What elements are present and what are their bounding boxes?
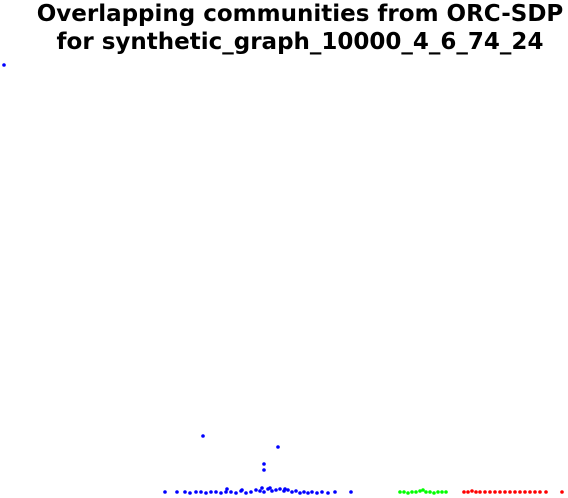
scatter-point-series-2-2 <box>402 490 406 494</box>
scatter-point-series-1-3 <box>276 445 280 449</box>
scatter-point-series-1-11 <box>199 490 203 494</box>
scatter-point-series-1-24 <box>262 490 266 494</box>
scatter-point-series-2-3 <box>406 491 410 495</box>
scatter-point-series-2-6 <box>418 489 422 493</box>
scatter-point-series-1-37 <box>315 491 319 495</box>
scatter-point-series-1-36 <box>310 490 314 494</box>
scatter-point-series-1-30 <box>286 488 290 492</box>
scatter-point-series-3-9 <box>498 490 502 494</box>
scatter-point-series-3-8 <box>493 490 497 494</box>
scatter-point-series-1-45 <box>268 486 272 490</box>
scatter-point-series-2-8 <box>424 490 428 494</box>
scatter-point-series-3-12 <box>513 490 517 494</box>
scatter-point-series-1-12 <box>204 491 208 495</box>
scatter-point-series-1-5 <box>262 468 266 472</box>
scatter-point-series-1-26 <box>270 489 274 493</box>
scatter-point-series-1-33 <box>298 491 302 495</box>
scatter-point-series-3-19 <box>560 490 564 494</box>
scatter-point-series-3-16 <box>533 490 537 494</box>
scatter-point-series-2-7 <box>421 488 425 492</box>
scatter-point-series-1-17 <box>229 490 233 494</box>
scatter-point-series-1-38 <box>320 490 324 494</box>
scatter-point-series-1-43 <box>240 488 244 492</box>
scatter-point-series-3-13 <box>518 490 522 494</box>
scatter-point-series-1-46 <box>283 487 287 491</box>
scatter-point-series-1-35 <box>306 491 310 495</box>
scatter-point-series-3-17 <box>538 490 542 494</box>
scatter-point-series-2-5 <box>414 490 418 494</box>
scatter-point-series-1-31 <box>290 490 294 494</box>
scatter-point-series-1-42 <box>225 487 229 491</box>
scatter-point-series-3-2 <box>466 490 470 494</box>
scatter-point-series-1-40 <box>333 490 337 494</box>
scatter-point-series-2-12 <box>440 490 444 494</box>
scatter-point-series-3-5 <box>478 490 482 494</box>
scatter-point-series-3-14 <box>523 490 527 494</box>
scatter-point-series-1-22 <box>254 488 258 492</box>
scatter-point-series-1-15 <box>219 491 223 495</box>
chart-title-line-1: Overlapping communities from ORC-SDP <box>36 1 564 27</box>
scatter-point-series-1-8 <box>183 490 187 494</box>
scatter-point-series-1-13 <box>209 490 213 494</box>
scatter-point-series-3-11 <box>508 490 512 494</box>
scatter-point-series-1-44 <box>260 486 264 490</box>
scatter-point-series-2-11 <box>436 490 440 494</box>
scatter-point-series-2-4 <box>410 490 414 494</box>
scatter-point-series-3-4 <box>474 490 478 494</box>
scatter-point-series-1-6 <box>163 490 167 494</box>
scatter-point-series-2-10 <box>432 491 436 495</box>
scatter-point-series-1-2 <box>201 434 205 438</box>
scatter-point-series-2-13 <box>444 490 448 494</box>
scatter-point-series-1-21 <box>249 490 253 494</box>
scatter-point-series-1-10 <box>194 490 198 494</box>
scatter-point-series-1-7 <box>175 490 179 494</box>
scatter-point-series-2-1 <box>398 490 402 494</box>
scatter-point-series-3-3 <box>470 489 474 493</box>
scatter-point-series-3-1 <box>462 490 466 494</box>
scatter-point-series-1-32 <box>294 489 298 493</box>
scatter-point-series-3-7 <box>488 490 492 494</box>
scatter-point-series-2-9 <box>428 490 432 494</box>
scatter-point-series-3-18 <box>544 490 548 494</box>
scatter-point-series-1-9 <box>188 491 192 495</box>
scatter-point-series-1-18 <box>234 491 238 495</box>
scatter-point-series-1-39 <box>326 491 330 495</box>
scatter-point-series-1-34 <box>302 490 306 494</box>
scatter-point-series-1-14 <box>214 490 218 494</box>
scatter-point-series-3-10 <box>503 490 507 494</box>
scatter-point-series-3-15 <box>528 490 532 494</box>
scatter-point-series-1-41 <box>349 490 353 494</box>
chart-title-line-2: for synthetic_graph_10000_4_6_74_24 <box>56 29 544 55</box>
scatter-point-series-1-23 <box>258 489 262 493</box>
chart-title: Overlapping communities from ORC-SDP for… <box>0 0 568 56</box>
scatter-point-series-1-28 <box>278 487 282 491</box>
scatter-point-series-1-4 <box>262 462 266 466</box>
scatter-point-series-1-27 <box>274 488 278 492</box>
scatter-point-series-1-16 <box>224 490 228 494</box>
scatter-point-series-1-20 <box>244 491 248 495</box>
scatter-point-series-3-6 <box>483 490 487 494</box>
scatter-point-series-1-1 <box>2 63 6 67</box>
